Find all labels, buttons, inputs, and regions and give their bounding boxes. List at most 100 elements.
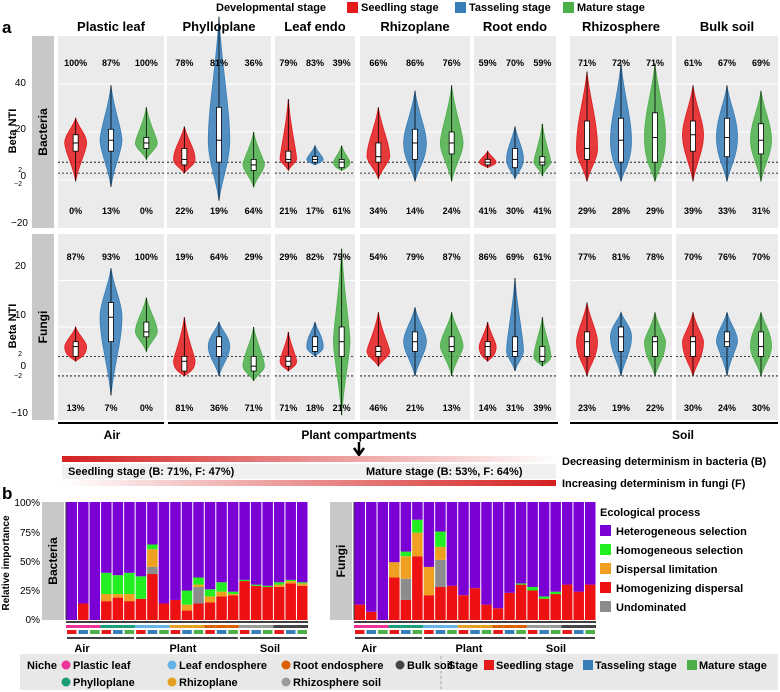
b-group-soil-fungi: Soil — [546, 643, 566, 655]
compartment-title: Leaf endo — [284, 19, 345, 34]
pct-below: 34% — [369, 206, 387, 216]
facet-fungi-4: 86% 14% 69% 31% 61% 39% — [474, 234, 556, 420]
bar-segment-fungi — [446, 502, 458, 586]
bar-segment-fungi — [400, 502, 412, 552]
niche-marker-bacteria — [204, 625, 216, 628]
niche-dot-4 — [61, 677, 71, 687]
b-group-plant-fungi: Plant — [456, 643, 483, 655]
group-label-plant: Plant compartments — [301, 428, 417, 442]
bar-segment-bacteria — [89, 502, 101, 620]
pct-above: 78% — [175, 58, 193, 68]
b-tick-50: 50% — [20, 557, 40, 568]
pct-below: 24% — [718, 403, 736, 413]
bar-segment-bacteria — [216, 596, 227, 620]
banner-mature: Mature stage (B: 53%, F: 64%) — [366, 466, 523, 478]
pct-below: 46% — [369, 403, 387, 413]
stage-marker-bacteria — [239, 630, 250, 634]
bar-segment-bacteria — [296, 583, 308, 586]
bar-segment-fungi — [481, 502, 492, 605]
box — [512, 148, 518, 169]
bar-segment-bacteria — [124, 601, 135, 620]
facet-bacteria-6: 61% 39% 67% 33% 69% 31% — [676, 36, 778, 228]
fungi-tick-minus2: −2 — [14, 373, 22, 380]
pct-below: 30% — [684, 403, 702, 413]
bar-segment-fungi — [573, 591, 584, 620]
pct-above: 72% — [612, 58, 630, 68]
bottom-legend-box — [20, 654, 778, 690]
bar-segment-fungi — [366, 502, 377, 612]
stage-marker-fungi — [401, 630, 411, 634]
bar-segment-fungi — [423, 502, 435, 567]
b-tick-75: 75% — [20, 528, 40, 539]
stage-legend-mature: Mature stage — [577, 2, 645, 14]
fungi-tick-2: 2 — [18, 351, 22, 358]
bar-segment-bacteria — [285, 583, 296, 620]
pct-above: 70% — [684, 252, 702, 262]
pct-below: 14% — [479, 403, 497, 413]
bar-segment-bacteria — [250, 502, 262, 585]
stage-legend-b: Seedling stage Tasseling stage Mature stag… — [484, 660, 767, 672]
bar-segment-fungi — [435, 586, 446, 620]
facet-fungi-5: 77% 23% 81% 19% 78% 22% — [570, 234, 672, 420]
stage-marker-fungi — [562, 630, 572, 634]
pct-above: 71% — [578, 58, 596, 68]
pct-above: 100% — [135, 252, 158, 262]
b-strip-fungi — [330, 502, 352, 620]
box — [108, 302, 114, 343]
stage-marker-fungi — [493, 630, 503, 634]
bar-segment-fungi — [515, 583, 527, 585]
pct-above: 79% — [406, 252, 424, 262]
facet-fungi-1: 19% 81% 64% 36% 29% 71% — [167, 234, 271, 420]
panel-b-label: b — [2, 484, 12, 503]
stage-marker-bacteria — [78, 630, 89, 634]
bar-segment-fungi — [400, 599, 412, 620]
bar-segment-fungi — [458, 502, 469, 596]
niche-marker-bacteria — [296, 625, 308, 628]
niche-marker-bacteria — [192, 625, 205, 628]
bar-segment-bacteria — [112, 597, 124, 620]
niche-label-3: Bulk soil — [407, 660, 453, 672]
bar-segment-bacteria — [135, 598, 147, 620]
niche-marker-bacteria — [261, 625, 274, 628]
pct-above: 70% — [752, 252, 770, 262]
pct-below: 71% — [279, 403, 297, 413]
bar-segment-bacteria — [273, 502, 285, 583]
pct-above: 69% — [752, 58, 770, 68]
pct-below: 39% — [684, 206, 702, 216]
bar-segment-fungi — [389, 502, 400, 563]
stage-marker-fungi — [412, 630, 423, 634]
pct-below: 19% — [612, 403, 630, 413]
pct-above: 81% — [210, 58, 228, 68]
fungi-tick-0: 0 — [20, 361, 26, 372]
row-label-fungi: Fungi — [36, 311, 50, 344]
niche-marker-fungi — [561, 625, 573, 628]
niche-marker-fungi — [400, 625, 412, 628]
fungi-determinism-gradient — [62, 480, 556, 486]
niche-dot-1 — [167, 660, 177, 670]
stage-marker-bacteria — [170, 630, 181, 634]
process-legend: Heterogeneous selection Homogeneous selec… — [600, 525, 747, 614]
facet-bacteria-2: 79% 21% 83% 17% 39% 61% — [275, 36, 355, 228]
bar-segment-bacteria — [147, 549, 158, 567]
pct-below: 0% — [69, 206, 82, 216]
bar-segment-bacteria — [285, 579, 296, 582]
bar-segment-fungi — [504, 502, 515, 593]
stage-marker-bacteria — [136, 630, 146, 634]
bar-segment-fungi — [366, 611, 377, 620]
bar-segment-fungi — [550, 502, 561, 592]
pct-below: 21% — [333, 403, 351, 413]
stage-marker-bacteria — [251, 630, 261, 634]
bar-segment-fungi — [538, 598, 550, 620]
niche-marker-fungi — [446, 625, 458, 628]
stage-b-label-1: Tasseling stage — [595, 660, 677, 672]
row-label-bacteria: Bacteria — [36, 108, 50, 156]
b-tick-0: 0% — [26, 615, 41, 626]
pct-below: 31% — [752, 206, 770, 216]
pct-above: 29% — [245, 252, 263, 262]
pct-above: 81% — [612, 252, 630, 262]
stage-marker-bacteria — [101, 630, 112, 634]
bar-segment-bacteria — [227, 594, 239, 596]
row-strip-fungi — [32, 234, 54, 420]
pct-below: 61% — [333, 206, 351, 216]
bar-segment-bacteria — [147, 502, 158, 545]
